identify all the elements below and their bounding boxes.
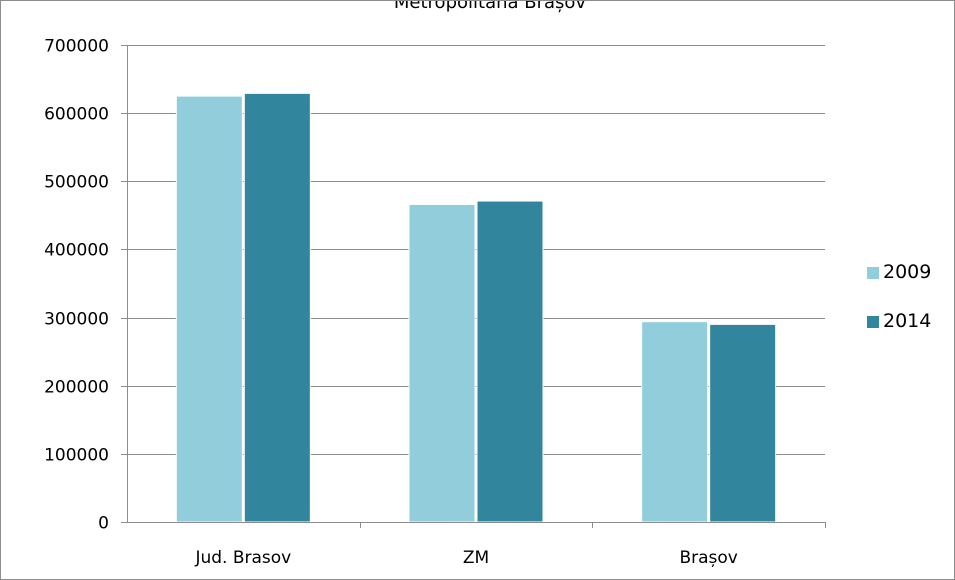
bar-2009-2 xyxy=(641,321,709,523)
bar-2014-0 xyxy=(243,92,311,523)
legend: 2009 2014 xyxy=(867,261,931,332)
y-tick-label: 300000 xyxy=(44,310,109,330)
y-tick-label: 500000 xyxy=(44,173,109,193)
legend-label-2009: 2009 xyxy=(883,261,931,283)
y-tick-label: 100000 xyxy=(44,446,109,466)
chart-title: Metropolitana Brașov xyxy=(394,1,587,13)
bar-2014-2 xyxy=(709,323,777,523)
bars xyxy=(175,92,777,523)
y-tick-label: 400000 xyxy=(44,241,109,261)
axes: 0 100000 200000 300000 400000 500000 600000 700… xyxy=(44,37,826,568)
y-tick-label: 600000 xyxy=(44,105,109,125)
legend-swatch-2009 xyxy=(867,267,879,279)
legend-label-2014: 2014 xyxy=(883,310,931,332)
gridlines xyxy=(127,45,825,455)
y-tick-label: 200000 xyxy=(44,378,109,398)
x-category-label: Jud. Brasov xyxy=(194,548,291,568)
y-tick-label: 0 xyxy=(98,514,109,534)
bar-2009-1 xyxy=(408,203,476,523)
x-category-label: ZM xyxy=(463,548,489,568)
bar-2014-1 xyxy=(476,200,544,523)
y-tick-label: 700000 xyxy=(44,37,109,57)
legend-swatch-2014 xyxy=(867,316,879,328)
x-category-label: Brașov xyxy=(679,548,737,568)
bar-2009-0 xyxy=(175,95,243,523)
